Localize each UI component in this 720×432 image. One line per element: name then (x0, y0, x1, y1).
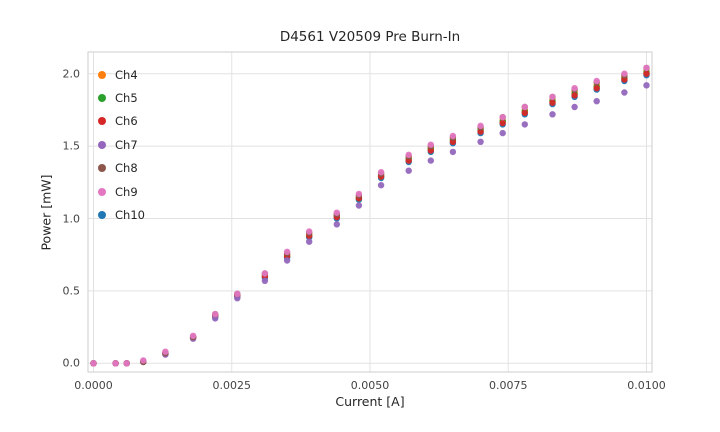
scatter-point-ch9 (449, 132, 457, 140)
legend-dot-icon (98, 187, 106, 196)
scatter-point-ch7 (621, 89, 628, 96)
x-axis-label: Current [A] (335, 394, 405, 409)
scatter-point-ch6 (643, 70, 650, 77)
scatter-point-ch7 (499, 129, 506, 137)
scatter-point-ch9 (333, 209, 340, 216)
scatter-point-ch9 (162, 348, 169, 355)
x-tick-label: 0.0050 (350, 379, 390, 392)
scatter-point-ch6 (549, 99, 556, 106)
scatter-point-ch9 (593, 77, 600, 85)
scatter-point-ch7 (427, 157, 434, 164)
legend-dot-icon (98, 117, 106, 126)
scatter-point-ch9 (234, 290, 241, 297)
scatter-point-ch6 (521, 109, 528, 117)
legend-dot-icon (98, 140, 106, 149)
scatter-point-ch7 (234, 295, 241, 302)
y-tick-label: 1.5 (62, 139, 81, 153)
scatter-point-ch7 (306, 238, 313, 245)
legend-label: Ch5 (115, 91, 138, 106)
legend-dot-icon (98, 164, 106, 173)
scatter-point-ch9 (427, 141, 434, 148)
scatter-point-ch7 (405, 167, 412, 174)
scatter-point-ch7 (521, 121, 528, 128)
scatter-point-ch6 (499, 119, 506, 127)
scatter-point-ch7 (377, 182, 385, 189)
legend-item-ch4: Ch4 (98, 63, 145, 86)
legend-item-ch9: Ch9 (98, 180, 145, 203)
scatter-point-ch9 (355, 190, 363, 198)
scatter-point-ch9 (643, 64, 650, 72)
x-tick-label: 0.0100 (627, 379, 666, 392)
plot-border (87, 51, 653, 373)
legend-label: Ch8 (115, 161, 138, 176)
x-tick-label: 0.0000 (74, 379, 113, 392)
scatter-point-ch9 (306, 228, 313, 235)
legend-label: Ch9 (115, 184, 138, 199)
legend-label: Ch7 (115, 137, 138, 152)
y-tick-label: 1.0 (62, 212, 81, 226)
scatter-point-ch9 (189, 332, 197, 339)
scatter-point-ch7 (283, 257, 291, 264)
scatter-point-ch7 (449, 148, 457, 156)
scatter-point-ch9 (90, 360, 97, 367)
scatter-point-ch6 (593, 85, 600, 92)
legend-item-ch8: Ch8 (98, 157, 145, 180)
scatter-point-ch9 (283, 248, 291, 255)
legend: Ch4 Ch5 Ch6 Ch7 Ch8 Ch9 Ch10 (98, 63, 145, 227)
scatter-point-ch9 (261, 270, 269, 277)
scatter-point-ch6 (427, 147, 434, 154)
legend-dot-icon (98, 94, 106, 103)
scatter-point-ch7 (643, 82, 650, 89)
scatter-point-ch6 (571, 92, 578, 99)
scatter-point-ch9 (499, 114, 506, 121)
legend-label: Ch6 (115, 114, 138, 129)
y-tick-label: 2.0 (62, 67, 81, 81)
scatter-point-ch7 (261, 277, 269, 284)
scatter-point-ch7 (477, 138, 484, 145)
legend-item-ch5: Ch5 (98, 86, 145, 109)
y-tick-label: 0.0 (62, 356, 81, 370)
x-tick-label: 0.0025 (212, 379, 252, 392)
scatter-point-ch7 (571, 103, 578, 111)
scatter-point-ch9 (521, 103, 528, 111)
scatter-point-ch7 (593, 98, 600, 105)
scatter-point-ch7 (549, 111, 556, 118)
scatter-point-ch6 (449, 138, 457, 145)
legend-label: Ch4 (115, 67, 138, 82)
legend-item-ch10: Ch10 (98, 203, 145, 226)
scatter-point-ch9 (571, 85, 578, 92)
scatter-point-ch9 (477, 122, 484, 129)
scatter-point-ch9 (377, 169, 385, 176)
scatter-point-ch9 (140, 357, 147, 364)
legend-label: Ch10 (115, 208, 145, 223)
legend-item-ch6: Ch6 (98, 110, 145, 133)
legend-dot-icon (98, 211, 106, 220)
scatter-point-ch9 (112, 360, 119, 367)
legend-item-ch7: Ch7 (98, 133, 145, 156)
y-tick-label: 0.5 (62, 284, 81, 298)
x-tick-label: 0.0075 (488, 379, 528, 392)
scatter-point-ch9 (212, 310, 219, 318)
legend-dot-icon (98, 70, 106, 79)
scatter-point-ch7 (333, 221, 340, 228)
scatter-point-ch9 (123, 360, 130, 367)
scatter-point-ch9 (405, 151, 412, 158)
scatter-point-ch7 (355, 202, 363, 209)
chart-title: D4561 V20509 Pre Burn-In (279, 29, 461, 45)
scatter-point-ch9 (549, 93, 556, 101)
scatter-point-ch9 (621, 70, 628, 77)
